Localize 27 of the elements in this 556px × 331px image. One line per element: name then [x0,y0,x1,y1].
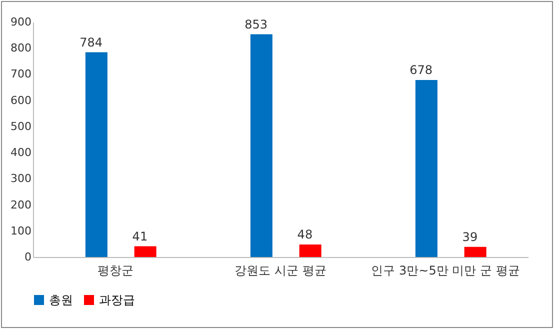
data-label: 678 [410,62,433,77]
y-tick-label: 800 [10,42,32,55]
x-tick-label: 강원도 시군 평균 [234,264,326,278]
bar [464,246,486,257]
y-tick-label: 700 [10,68,32,81]
legend-label: 과장급 [99,293,135,307]
x-tick-label: 평창군 [98,264,134,278]
data-label: 853 [244,17,268,32]
bar [250,34,272,257]
y-tick-label: 400 [10,146,32,160]
bar [85,52,108,257]
bar [415,80,438,257]
y-tick-label: 500 [10,120,32,133]
data-label: 41 [132,229,148,244]
y-tick-label: 100 [10,224,32,238]
data-label: 784 [80,35,103,50]
data-label: 39 [462,230,478,244]
y-tick-label: 200 [10,198,32,212]
bar [134,246,156,257]
y-tick-label: 300 [10,172,32,186]
bar [299,244,322,257]
y-tick-label: 900 [10,16,32,28]
data-label: 48 [297,227,313,242]
y-tick-label: 600 [10,94,32,107]
x-tick-label: 인구 3만~5만 미만 군 평균 [371,264,520,278]
legend-label: 총원 [49,293,73,307]
y-tick-label: 0 [24,250,32,264]
